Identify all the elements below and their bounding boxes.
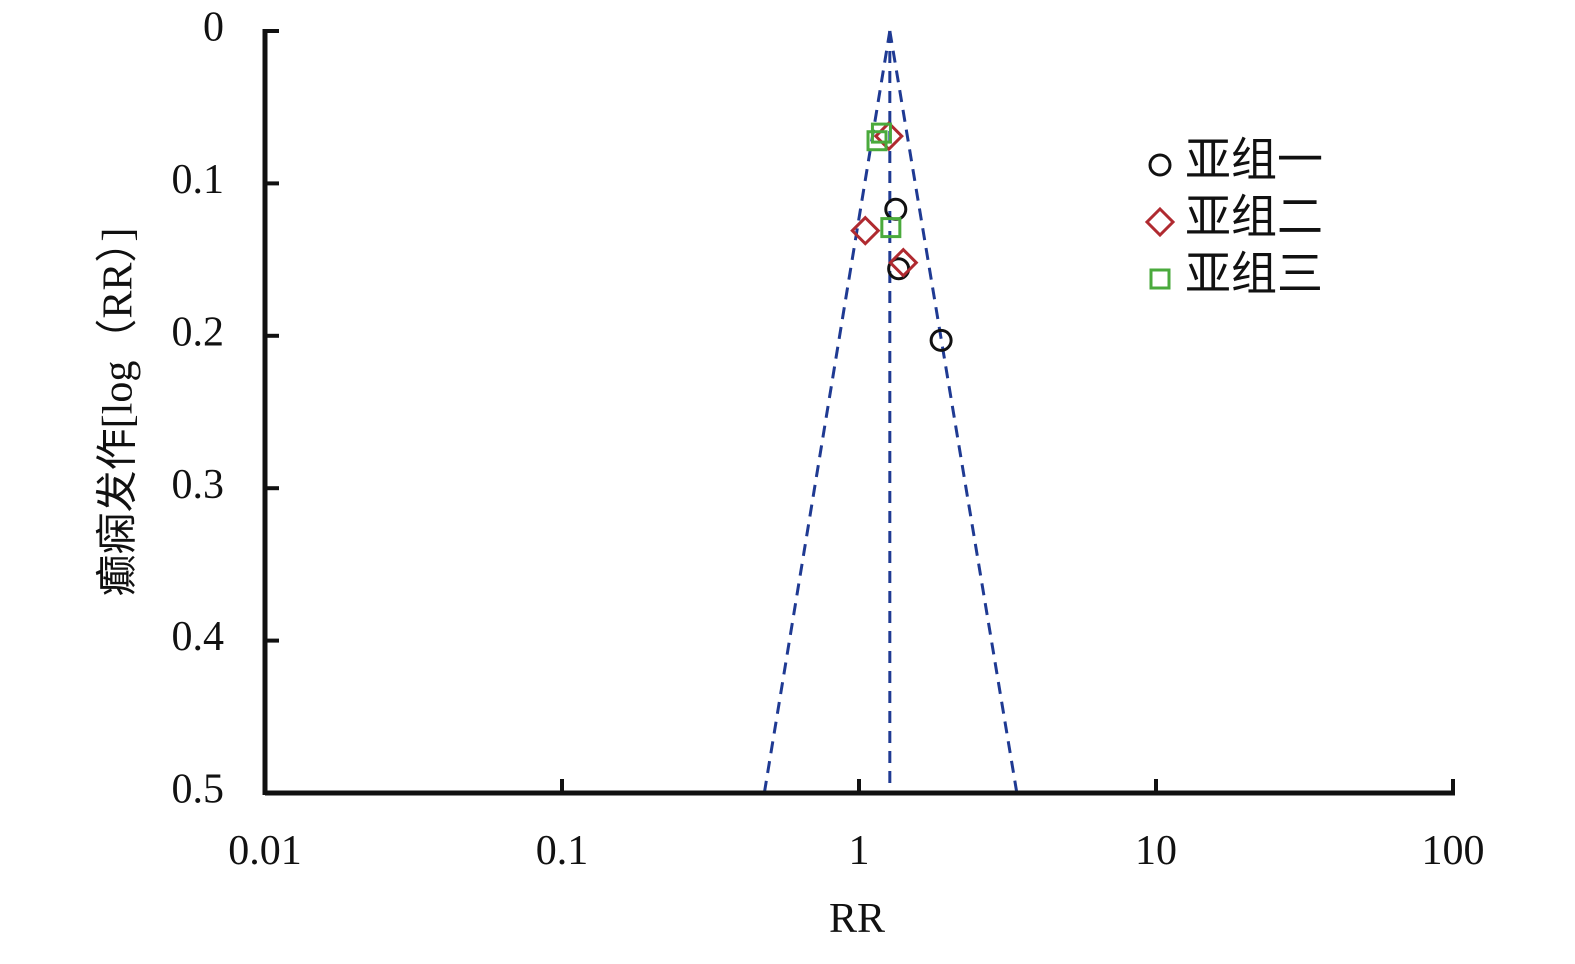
funnel-right-line: [888, 30, 1019, 794]
x-axis-label: RR: [829, 896, 885, 942]
funnel-left-line: [762, 30, 892, 794]
x-tick-label: 100: [1422, 828, 1485, 874]
y-tick-label: 0.1: [172, 157, 225, 203]
y-tick-label: 0.2: [172, 309, 225, 355]
x-tick-label: 1: [849, 828, 870, 874]
x-tick-label: 0.1: [536, 828, 589, 874]
point: [870, 122, 892, 144]
x-tick-label: 10: [1135, 828, 1177, 874]
y-tick-label: 0.5: [172, 767, 225, 813]
legend-label: 亚组二: [1185, 192, 1323, 243]
y-axis-label: 癫痫发作[log（RR）]: [95, 228, 142, 597]
point: [929, 328, 953, 352]
y-tick-label: 0.3: [172, 462, 225, 508]
point: [850, 215, 881, 246]
legend-marker: [1149, 268, 1171, 290]
legend-marker: [1144, 206, 1176, 238]
point: [884, 197, 908, 221]
y-tick-label: 0.4: [172, 614, 225, 660]
legend-label: 亚组三: [1185, 249, 1323, 300]
legend-label: 亚组一: [1185, 135, 1323, 186]
x-tick-label: 0.01: [228, 828, 302, 874]
point: [880, 217, 902, 239]
y-tick-label: 0: [203, 5, 224, 51]
legend-marker: [1148, 153, 1172, 177]
point: [888, 247, 919, 278]
